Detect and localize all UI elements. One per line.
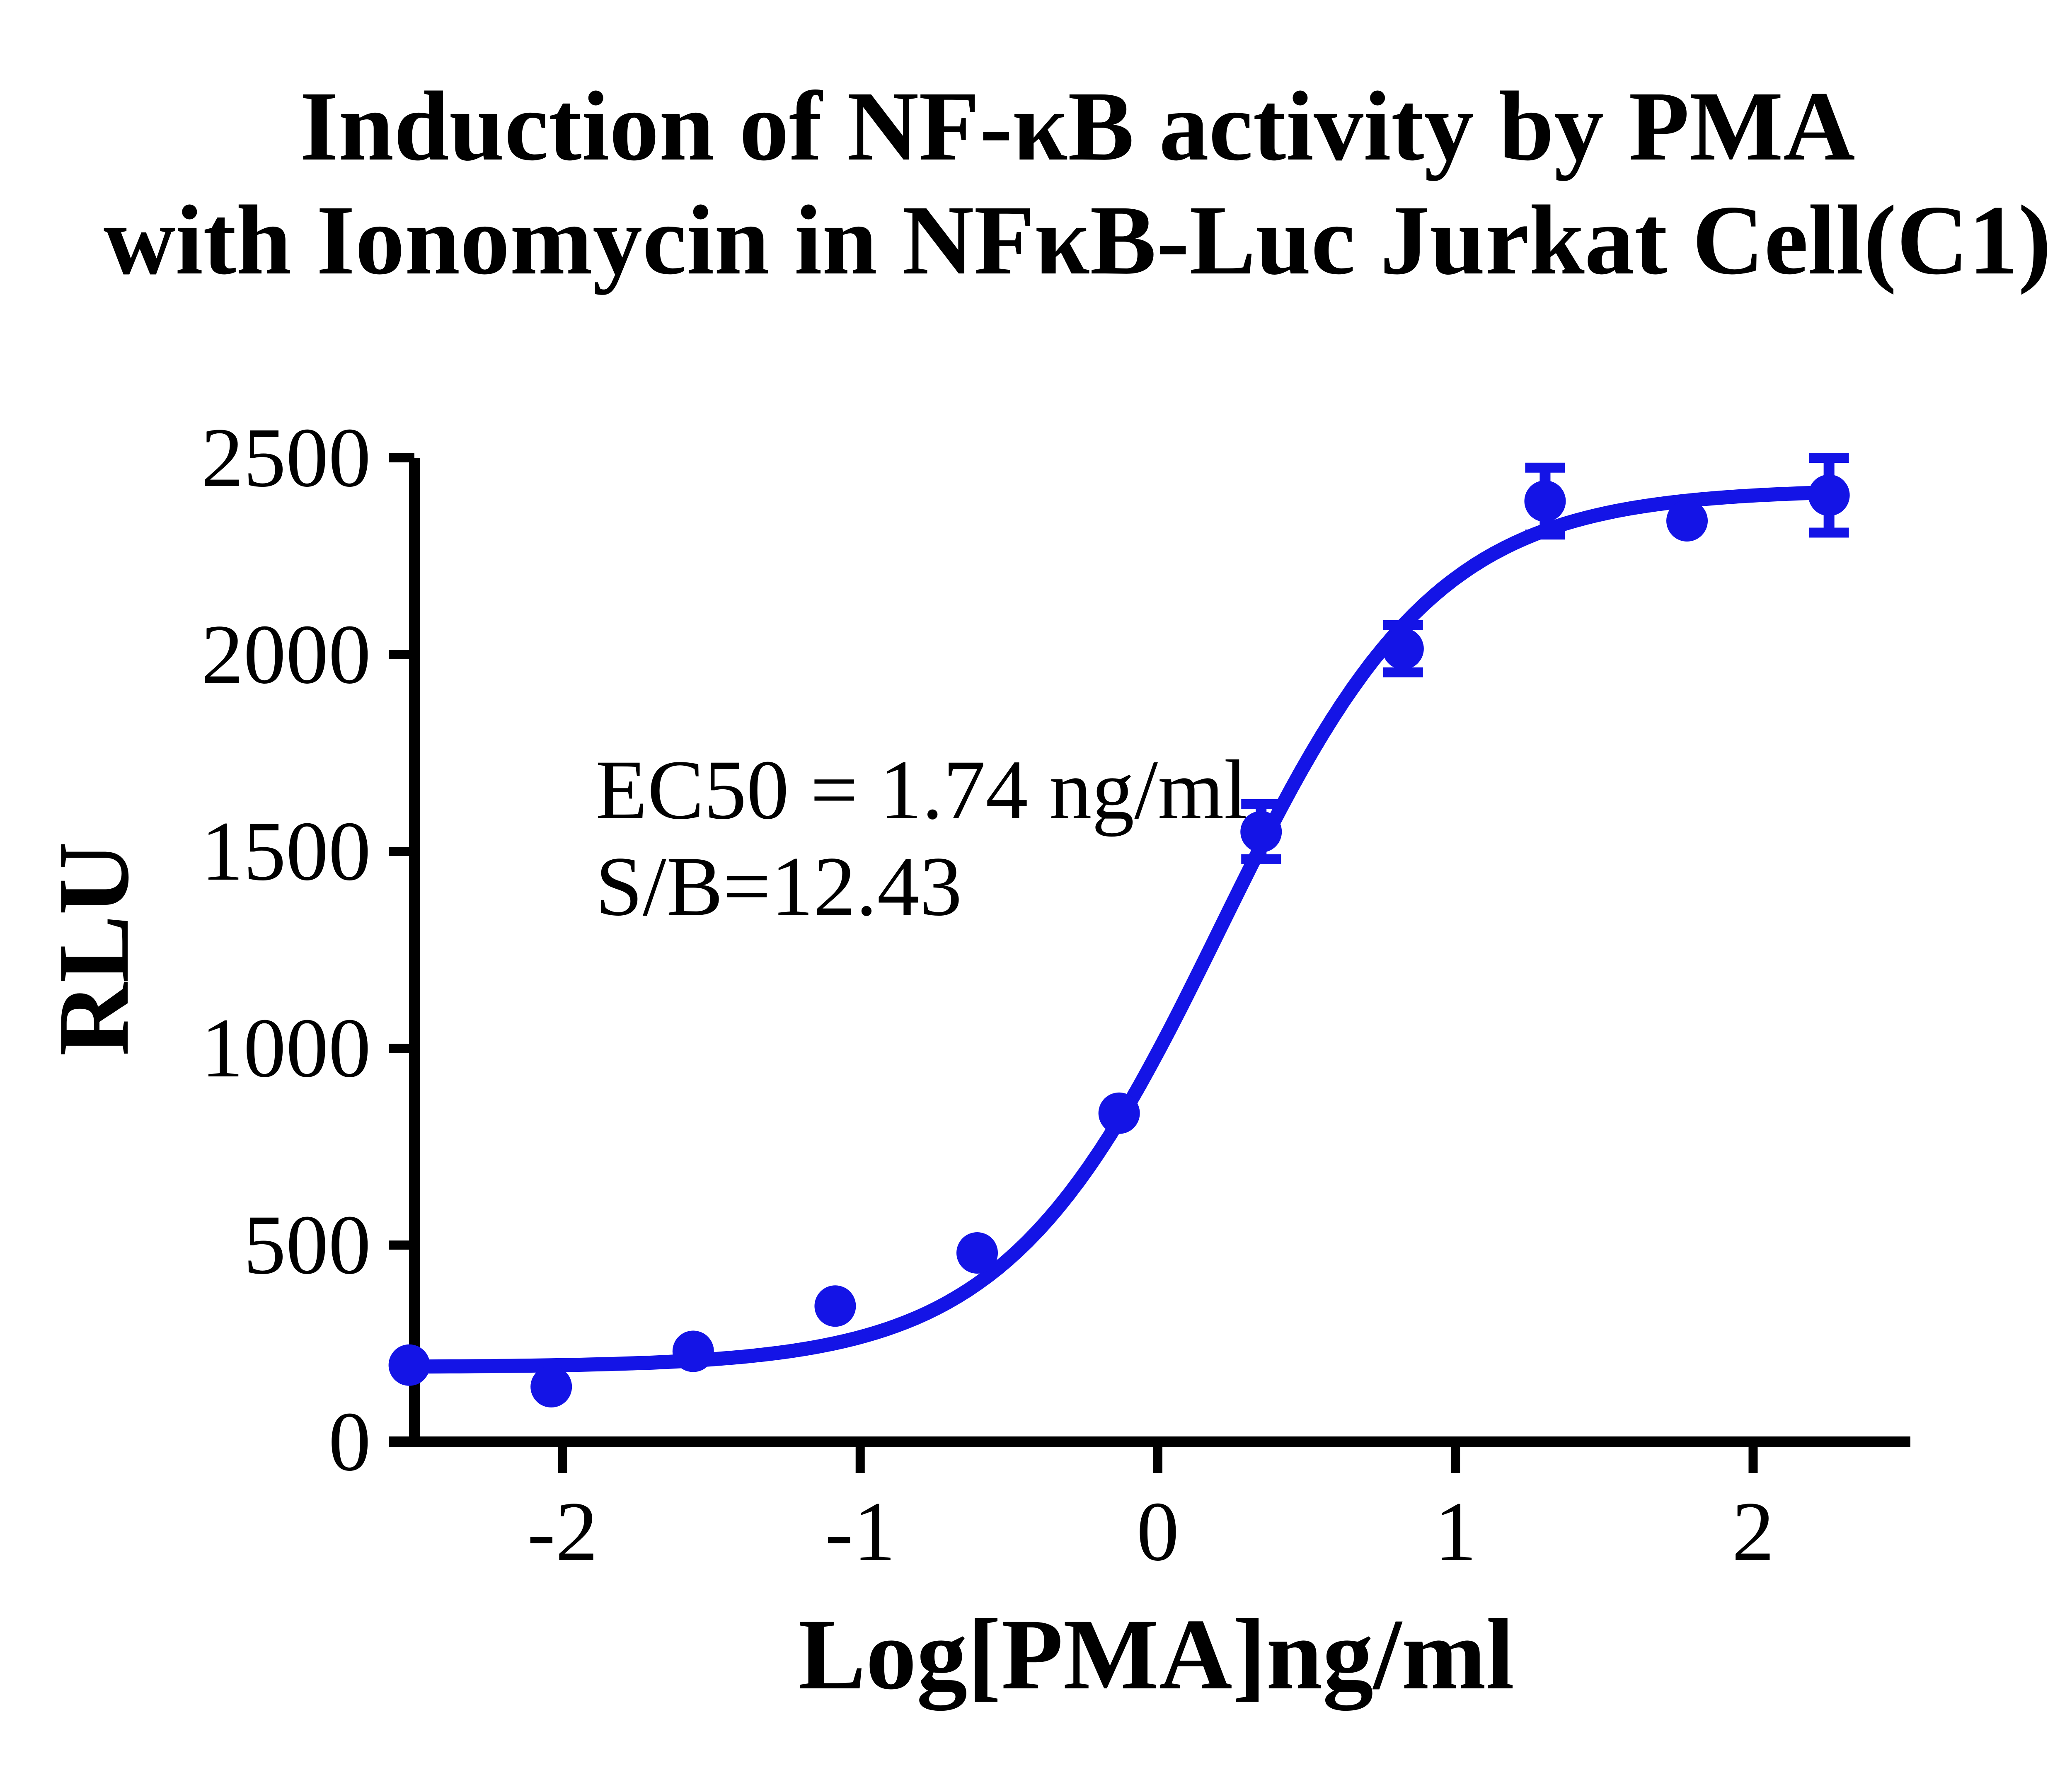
data-points [388,474,1850,1407]
data-point-marker [814,1285,856,1327]
annotation: EC50 = 1.74 ng/ml S/B=12.43 [595,743,1247,933]
data-point-marker [1240,811,1282,853]
x-tick-label: -2 [527,1485,598,1579]
y-axis-tick-labels: 0 500 1000 1500 2000 2500 [201,411,371,1489]
data-point-marker [1666,500,1708,542]
y-tick-label: 2000 [201,607,371,701]
data-point-marker [1524,480,1566,522]
ec50-annotation: EC50 = 1.74 ng/ml [595,743,1247,837]
chart-title-line1: Induction of NF-κB activity by PMA [300,71,1855,181]
y-tick-label: 1500 [201,804,371,898]
x-axis-tick-labels: -2 -1 0 1 2 [527,1485,1774,1579]
x-axis-ticks [558,1447,1758,1473]
data-point-marker [956,1232,998,1274]
data-point-marker [672,1330,714,1372]
data-point-marker [1098,1092,1140,1134]
y-axis-ticks [389,453,414,1446]
y-tick-label: 2500 [201,411,371,505]
y-tick-label: 0 [329,1395,371,1489]
x-axis-title: Log[PMA]ng/ml [798,1598,1514,1711]
y-axis-title: RLU [37,841,150,1056]
sb-annotation: S/B=12.43 [595,839,962,933]
axes [389,458,1910,1447]
y-tick-label: 1000 [201,1001,371,1095]
chart-title-line2: with Ionomycin in NFκB-Luc Jurkat Cell(C… [104,185,2051,295]
data-point-marker [530,1366,572,1407]
data-point-marker [1808,474,1850,516]
x-tick-label: 0 [1137,1485,1179,1579]
x-tick-label: 1 [1434,1485,1477,1579]
x-tick-label: 2 [1732,1485,1774,1579]
data-point-marker [388,1344,430,1386]
data-point-marker [1382,628,1424,670]
y-tick-label: 500 [244,1198,371,1292]
x-tick-label: -1 [825,1485,896,1579]
